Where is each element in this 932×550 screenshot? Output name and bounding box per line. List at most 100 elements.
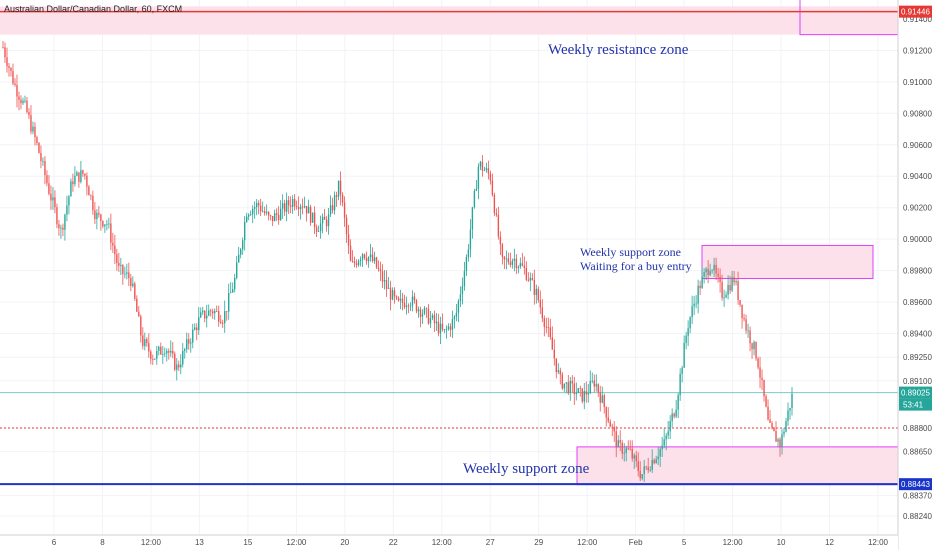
candle-body (16, 84, 18, 97)
candle (172, 342, 174, 359)
candle-body (777, 439, 779, 442)
candle (339, 171, 342, 206)
candle (236, 256, 238, 280)
candle (497, 206, 500, 240)
candle-body (60, 227, 62, 229)
candle (481, 155, 484, 177)
candle-body (56, 207, 58, 225)
candle-body (74, 175, 76, 185)
candle-body (361, 254, 364, 260)
candle-body (415, 300, 418, 312)
candle (555, 358, 557, 379)
candle-body (751, 343, 753, 350)
candle-body (421, 313, 424, 317)
candle-body (279, 208, 282, 220)
candle-body (277, 214, 280, 220)
candle-body (172, 350, 174, 354)
candle (42, 157, 44, 166)
candle-body (759, 367, 761, 378)
candle (565, 382, 567, 394)
candle (511, 258, 514, 269)
candle-body (557, 370, 559, 373)
x-tick-label: 12:00 (577, 538, 598, 547)
candle-body (273, 213, 276, 222)
candle (279, 200, 282, 221)
candle (72, 173, 74, 192)
candle (62, 223, 64, 237)
candle-body (98, 212, 100, 215)
candle (208, 304, 210, 317)
candle (463, 261, 466, 291)
candle-body (232, 289, 234, 293)
candle-body (441, 323, 444, 330)
candle (114, 234, 116, 265)
candle-body (627, 448, 629, 450)
candle (68, 195, 70, 215)
y-axis-panel[interactable] (898, 0, 932, 550)
candle-body (491, 180, 494, 196)
candle (527, 272, 530, 282)
candle (36, 135, 38, 146)
candle (721, 274, 723, 301)
candle (289, 196, 292, 214)
candle (4, 42, 6, 63)
candle-body (337, 180, 340, 197)
candle-body (731, 277, 733, 291)
candle-body (313, 212, 316, 228)
candle (599, 385, 601, 412)
candle-body (357, 261, 360, 266)
candle-body (765, 396, 767, 407)
candle-body (351, 261, 354, 262)
candle-body (291, 198, 294, 207)
candle (687, 320, 689, 346)
candle (194, 323, 196, 331)
candle-body (230, 292, 232, 294)
x-axis-panel[interactable] (0, 535, 898, 550)
candle-body (585, 391, 587, 395)
candle (66, 195, 68, 222)
candle-body (475, 188, 478, 191)
candle-body (160, 346, 162, 355)
candle (421, 309, 424, 325)
candle (385, 270, 388, 297)
candle-body (599, 392, 601, 403)
candle-body (771, 423, 773, 428)
candle (76, 170, 78, 177)
candle-body (319, 223, 322, 232)
candle (373, 251, 376, 264)
candle-body (537, 288, 540, 301)
candle-body (365, 258, 368, 262)
candle (331, 197, 334, 214)
candle-body (116, 254, 118, 263)
candle (146, 337, 148, 347)
candle (515, 254, 518, 275)
candle-body (439, 323, 442, 334)
candle-body (154, 358, 156, 360)
candle (769, 410, 771, 424)
candle-body (112, 242, 114, 246)
candle (443, 328, 446, 334)
candle-body (509, 262, 512, 265)
candle-body (92, 195, 94, 211)
candle-body (194, 327, 196, 330)
candle (593, 374, 595, 393)
candle (781, 429, 783, 455)
candle-body (114, 245, 116, 255)
candle (80, 160, 82, 184)
x-tick-label: 20 (340, 538, 349, 547)
candle-body (128, 272, 130, 279)
candle (218, 305, 220, 327)
candle (391, 287, 394, 301)
candle (467, 244, 470, 262)
candle (693, 295, 695, 316)
candle (32, 121, 34, 135)
candle-body (94, 210, 96, 220)
candle-body (327, 214, 330, 227)
candle-body (389, 287, 392, 300)
candle (355, 259, 358, 268)
candle (705, 266, 707, 280)
candle (731, 270, 733, 293)
candle (641, 473, 643, 481)
candle (459, 286, 462, 308)
